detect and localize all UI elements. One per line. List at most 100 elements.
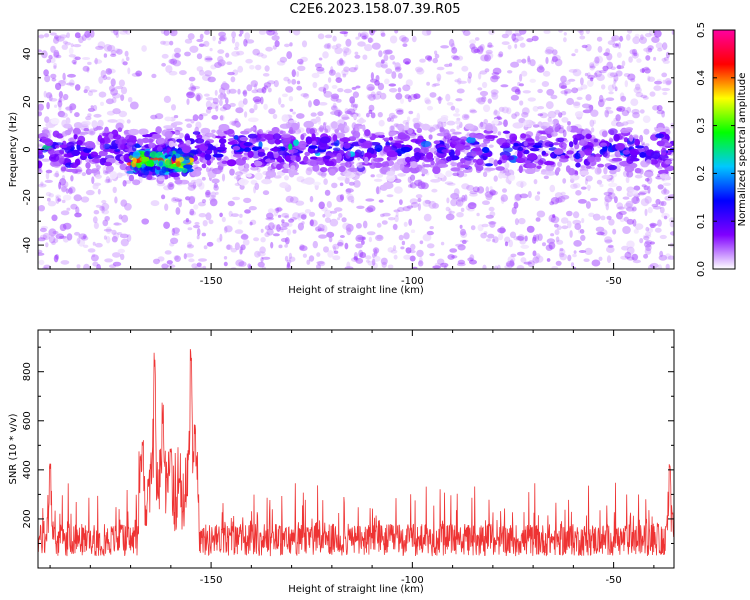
heatmap-cell: [363, 35, 369, 40]
heatmap-cell: [523, 141, 528, 147]
heatmap-cell: [608, 182, 618, 187]
heatmap-cell: [326, 42, 332, 50]
heatmap-cell: [238, 100, 245, 109]
heatmap-cell: [181, 167, 188, 174]
heatmap-cell: [218, 138, 227, 145]
heatmap-cell: [455, 243, 464, 247]
heatmap-cell: [426, 230, 434, 236]
heatmap-cell: [54, 34, 62, 41]
heatmap-cell: [343, 142, 351, 149]
heatmap-cell: [263, 82, 272, 88]
heatmap-cell: [533, 179, 538, 185]
heatmap-cell: [339, 137, 351, 143]
heatmap-cell: [169, 30, 178, 37]
heatmap-cell: [113, 222, 122, 226]
heatmap-cell: [161, 194, 166, 200]
heatmap-cell: [572, 253, 577, 258]
heatmap-cell: [619, 217, 625, 223]
heatmap-cell: [387, 264, 394, 269]
heatmap-cell: [669, 221, 674, 228]
heatmap-cell: [300, 214, 307, 220]
heatmap-cell: [399, 35, 407, 42]
heatmap-cell: [198, 181, 205, 190]
heatmap-cell: [54, 104, 58, 108]
heatmap-cell: [507, 44, 512, 50]
heatmap-cell: [244, 111, 248, 118]
heatmap-cell: [97, 41, 106, 49]
heatmap-cell: [149, 151, 158, 159]
heatmap-cell: [267, 208, 275, 214]
heatmap-cell: [559, 247, 564, 252]
heatmap-cell: [132, 144, 137, 152]
heatmap-cell: [300, 56, 308, 63]
heatmap-cell: [562, 143, 567, 147]
heatmap-cell: [214, 89, 218, 96]
heatmap-cell: [291, 78, 297, 85]
heatmap-cell: [170, 142, 178, 147]
heatmap-cell: [601, 84, 606, 90]
heatmap-cell: [643, 253, 649, 259]
heatmap-cell: [103, 44, 113, 52]
heatmap-cell: [535, 233, 540, 242]
heatmap-cell: [519, 193, 529, 199]
heatmap-cell: [450, 167, 461, 172]
heatmap-cell: [344, 110, 352, 115]
heatmap-cell: [252, 48, 260, 56]
heatmap-cell: [641, 184, 647, 188]
heatmap-cell: [245, 39, 255, 44]
heatmap-cell: [649, 30, 657, 37]
heatmap-cell: [604, 236, 613, 244]
heatmap-cell: [95, 45, 104, 51]
heatmap-cell: [387, 247, 394, 253]
heatmap-cell: [636, 196, 639, 202]
heatmap-cell: [238, 261, 247, 267]
heatmap-cell: [127, 97, 133, 103]
heatmap-cell: [631, 108, 640, 115]
heatmap-cell: [283, 163, 291, 169]
heatmap-cell: [424, 199, 431, 204]
heatmap-cell: [260, 256, 264, 263]
heatmap-cell: [426, 152, 434, 160]
heatmap-cell: [385, 68, 393, 75]
heatmap-cell: [610, 66, 616, 70]
heatmap-cell: [377, 82, 385, 91]
heatmap-cell: [597, 46, 603, 53]
heatmap-cell: [188, 76, 196, 82]
x-tick-label: -100: [401, 575, 424, 586]
heatmap-cell: [405, 79, 413, 87]
heatmap-cell: [550, 94, 558, 100]
heatmap-cell: [38, 111, 43, 117]
heatmap-cell: [416, 249, 424, 258]
heatmap-cell: [654, 80, 663, 85]
heatmap-cell: [521, 107, 530, 115]
heatmap-cell: [460, 207, 465, 212]
heatmap-cell: [146, 175, 153, 180]
heatmap-cell: [174, 129, 181, 136]
heatmap-cell: [89, 30, 95, 38]
heatmap-cell: [543, 30, 551, 34]
heatmap-cell: [426, 243, 435, 249]
heatmap-cell: [634, 168, 642, 174]
heatmap-cell: [484, 68, 490, 73]
heatmap-cell: [73, 44, 82, 48]
heatmap-cell: [110, 88, 118, 96]
heatmap-cell: [514, 193, 522, 201]
heatmap-cell: [514, 111, 520, 117]
heatmap-cell: [161, 263, 169, 269]
heatmap-cell: [243, 142, 253, 147]
heatmap-cell: [100, 138, 105, 146]
heatmap-cell: [604, 195, 613, 203]
heatmap-cell: [460, 136, 468, 142]
heatmap-cell: [518, 165, 523, 173]
heatmap-cell: [601, 174, 612, 180]
heatmap-cell: [205, 97, 215, 101]
heatmap-cell: [120, 253, 125, 260]
heatmap-cell: [343, 66, 350, 73]
heatmap-cell: [273, 208, 279, 217]
heatmap-cell: [160, 40, 166, 45]
heatmap-cell: [486, 44, 494, 48]
heatmap-cell: [502, 130, 510, 134]
heatmap-cell: [504, 162, 510, 169]
heatmap-cell: [511, 86, 520, 93]
page-title: C2E6.2023.158.07.39.R05: [289, 2, 461, 17]
